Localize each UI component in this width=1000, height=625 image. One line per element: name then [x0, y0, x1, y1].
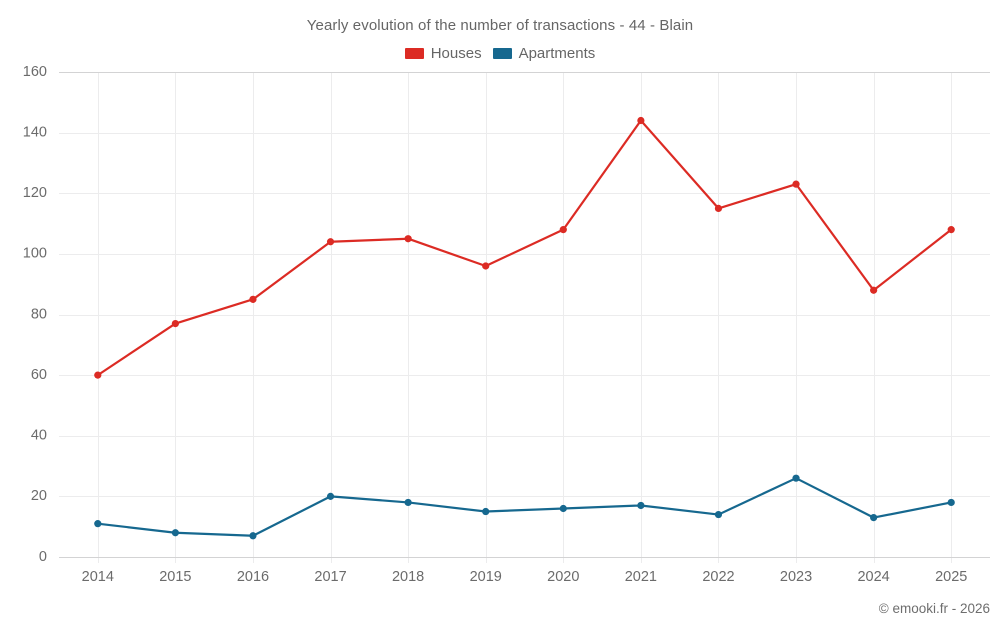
x-axis-tick-label: 2023 — [780, 569, 812, 585]
series-apartments — [94, 474, 955, 540]
data-point[interactable] — [482, 262, 490, 270]
data-point[interactable] — [559, 226, 567, 234]
data-point[interactable] — [947, 226, 955, 234]
y-axis-tick-label: 80 — [31, 306, 47, 322]
series-line-apartments — [96, 477, 953, 537]
data-point[interactable] — [404, 498, 412, 507]
y-axis-tick-label: 60 — [31, 367, 47, 383]
data-point[interactable] — [171, 529, 179, 537]
data-point[interactable] — [870, 286, 878, 294]
data-point[interactable] — [171, 319, 179, 328]
copyright-credit: © emooki.fr - 2026 — [878, 601, 990, 616]
x-axis-tick-label: 2017 — [314, 569, 346, 585]
x-axis-tick-label: 2015 — [159, 569, 191, 585]
data-point[interactable] — [404, 235, 412, 243]
y-axis-tick-label: 40 — [31, 428, 47, 444]
y-axis-tick-label: 120 — [23, 185, 47, 201]
data-point[interactable] — [482, 507, 490, 516]
y-axis-tick-label: 0 — [39, 549, 47, 565]
x-axis-tick-label: 2014 — [82, 569, 114, 585]
data-point[interactable] — [792, 180, 800, 188]
y-axis-tick-label: 100 — [23, 246, 47, 262]
data-point[interactable] — [714, 510, 723, 519]
data-point[interactable] — [559, 504, 567, 513]
data-point[interactable] — [249, 295, 257, 303]
x-axis-tick-label: 2018 — [392, 569, 424, 585]
legend-item-label: Houses — [430, 45, 482, 62]
chart-title: Yearly evolution of the number of transa… — [306, 17, 694, 34]
x-axis-tick-label: 2022 — [702, 569, 734, 585]
data-point[interactable] — [714, 204, 723, 213]
data-point[interactable] — [249, 532, 257, 540]
y-axis-tick-label: 20 — [31, 488, 47, 504]
data-point[interactable] — [637, 501, 645, 510]
data-point[interactable] — [94, 520, 102, 528]
data-point[interactable] — [326, 238, 335, 246]
x-axis-tick-label: 2016 — [237, 569, 269, 585]
x-axis-tick-label: 2021 — [625, 569, 657, 585]
series-houses — [94, 116, 955, 379]
data-point[interactable] — [870, 513, 878, 522]
legend-item-houses[interactable]: Houses — [404, 45, 482, 62]
gridlines — [59, 72, 990, 563]
line-swatch-icon — [404, 48, 424, 59]
y-axis-tick-label: 160 — [23, 64, 47, 80]
y-axis-tick-label: 140 — [23, 124, 47, 140]
chart-legend: Houses Apartments — [0, 45, 1000, 62]
legend-item-apartments[interactable]: Apartments — [492, 45, 596, 62]
data-point[interactable] — [947, 498, 955, 507]
data-point[interactable] — [637, 116, 645, 125]
x-axis-tick-label: 2024 — [857, 569, 889, 585]
legend-item-label: Apartments — [518, 45, 596, 62]
line-swatch-icon — [492, 48, 512, 59]
data-point[interactable] — [792, 474, 800, 482]
x-axis-tick-label: 2020 — [547, 569, 579, 585]
x-axis-tick-label: 2025 — [935, 569, 967, 585]
x-axis-tick-label: 2019 — [470, 569, 502, 585]
series-line-houses — [96, 119, 953, 377]
data-point[interactable] — [326, 492, 335, 500]
data-point[interactable] — [94, 371, 102, 379]
